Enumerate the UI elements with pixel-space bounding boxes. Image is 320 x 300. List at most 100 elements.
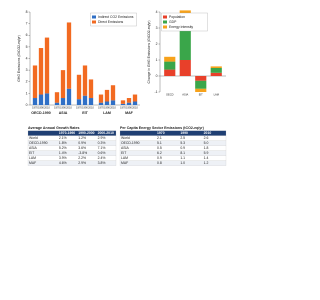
bar-segment — [164, 56, 176, 62]
bar-segment — [44, 37, 50, 94]
table-cell: 0.9% — [78, 141, 86, 145]
bar-segment — [98, 94, 104, 103]
table-cell: 1.4% — [59, 151, 67, 155]
bar-segment — [210, 66, 222, 68]
y-tick-label: 2 — [156, 42, 158, 46]
x-tick-label: 1970 — [54, 106, 60, 110]
table-cell: 3.6% — [78, 146, 86, 150]
bar-segment — [32, 65, 38, 99]
x-tick-label: 1990 — [104, 106, 110, 110]
table-cell: MAF — [29, 161, 36, 165]
bar-segment — [195, 76, 207, 81]
legend-swatch — [163, 25, 167, 29]
table-cell: -3.8% — [78, 151, 87, 155]
table-cell: World — [29, 136, 38, 140]
table-title: Per Capita Energy Sector Emissions (tCO2… — [120, 126, 205, 130]
bar-segment — [88, 98, 94, 105]
table-cell: MAF — [121, 161, 128, 165]
x-tick-label: 1970 — [76, 106, 82, 110]
bar-segment — [32, 98, 38, 105]
y-tick-label: 2 — [26, 80, 28, 84]
y-tick-label: 0 — [156, 74, 158, 78]
legend-label: Indirect CO2 Emissions — [98, 15, 134, 19]
y-tick-label: 8 — [26, 10, 28, 14]
bar-segment — [54, 92, 60, 103]
table-cell: 2.5 — [180, 136, 185, 140]
bar-segment — [104, 89, 110, 102]
x-tick-label: 1990 — [126, 106, 132, 110]
x-tick-label: 1970 — [32, 106, 38, 110]
bar-segment — [82, 95, 88, 105]
x-tick-label: EIT — [199, 93, 203, 97]
table-cell: 5.2% — [59, 146, 67, 150]
legend-swatch — [163, 15, 167, 19]
bar-segment — [60, 70, 66, 99]
bar-segment — [179, 60, 191, 76]
x-tick-label: ASIA — [182, 93, 188, 97]
y-tick-label: 6 — [26, 33, 28, 37]
table-row — [119, 150, 227, 156]
bar-segment — [44, 93, 50, 105]
bar-segment — [195, 88, 207, 92]
group-label: MAF — [125, 111, 134, 115]
bar-segment — [126, 98, 132, 103]
bar-segment — [126, 102, 132, 105]
bar-segment — [54, 102, 60, 105]
bar-segment — [164, 61, 176, 70]
table-cell: 1.4 — [204, 156, 209, 160]
y-tick-label: 3 — [156, 26, 158, 30]
x-tick-label: 1970 — [120, 106, 126, 110]
bar-segment — [66, 88, 72, 105]
table-row — [119, 145, 227, 151]
legend-box — [161, 12, 208, 32]
table-cell: 2.2% — [78, 156, 86, 160]
bar-segment — [164, 69, 176, 76]
x-tick-label: 1990 — [60, 106, 66, 110]
table-header-cell: 1970 — [157, 131, 165, 135]
bar-segment — [210, 68, 222, 73]
x-tick-label: OECD — [166, 93, 174, 97]
bar-segment — [38, 48, 44, 95]
bar-segment — [132, 101, 138, 105]
table-row — [119, 135, 227, 141]
group-label: LAM — [103, 111, 111, 115]
table-cell: OECD-1990 — [29, 141, 48, 145]
legend-swatch — [92, 15, 96, 19]
legend-label: GDP — [169, 20, 177, 24]
table-header-cell: 2010 — [204, 131, 212, 135]
table-cell: 0.6% — [98, 151, 106, 155]
legend-label: Population — [169, 15, 185, 19]
table-cell: 2.9% — [78, 161, 86, 165]
y-axis-label: Change in GHG Emissions (GtCO2-eq/yr) — [147, 21, 151, 84]
legend-swatch — [92, 20, 96, 24]
bar-segment — [195, 80, 207, 89]
table-cell: 0.5 — [157, 146, 162, 150]
table-cell: 5.3 — [180, 141, 185, 145]
bar-segment — [88, 79, 94, 99]
y-tick-label: -1 — [154, 90, 157, 94]
table-cell: 8.1 — [180, 151, 185, 155]
bar-segment — [66, 22, 72, 89]
bar-segment — [210, 72, 222, 76]
table-cell: 2.4% — [98, 156, 106, 160]
table-cell: 1.2 — [204, 161, 209, 165]
table-header-cell: 2000-2010 — [98, 131, 114, 135]
x-tick-label: 2010 — [88, 106, 94, 110]
legend-swatch — [163, 20, 167, 24]
table-cell: EIT — [121, 151, 126, 155]
table-cell: EIT — [29, 151, 34, 155]
y-tick-label: 5 — [26, 45, 28, 49]
bar-segment — [179, 26, 191, 60]
bar-segment — [120, 100, 126, 104]
bar-segment — [110, 85, 116, 101]
y-tick-label: 0 — [26, 103, 28, 107]
bar-segment — [60, 98, 66, 105]
table-cell: 1.0 — [180, 161, 185, 165]
legend-box — [90, 12, 137, 27]
table-header-cell: 1970-1990 — [59, 131, 75, 135]
bar-segment — [82, 65, 88, 96]
table-cell: World — [121, 136, 130, 140]
legend-label: Energy intensity — [169, 25, 193, 29]
table-cell: 6.2 — [157, 151, 162, 155]
y-tick-label: 1 — [26, 91, 28, 95]
